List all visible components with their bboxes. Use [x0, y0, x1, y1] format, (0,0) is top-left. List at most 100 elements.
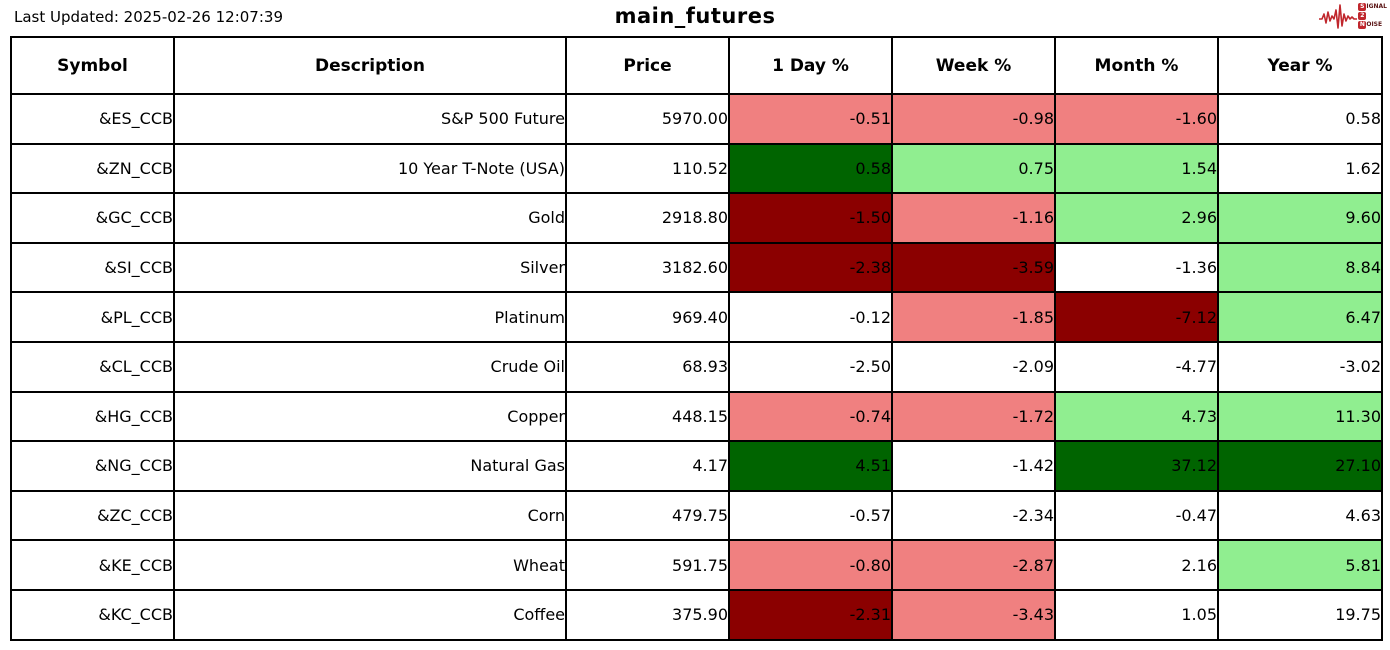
pct-cell: -2.34: [891, 489, 1056, 542]
table-header: Symbol Description Price 1 Day % Week % …: [10, 36, 1383, 95]
pct-cell: -2.87: [891, 539, 1056, 591]
symbol-cell: &KE_CCB: [10, 539, 175, 591]
logo-n-badge: N: [1358, 21, 1367, 29]
pct-cell: -0.80: [728, 539, 893, 591]
signal2noise-logo: S IGNAL 2 N OISE: [1319, 2, 1387, 30]
header-1day-pct: 1 Day %: [728, 36, 893, 95]
logo-line-signal: S IGNAL: [1358, 3, 1387, 11]
symbol-cell: &ZC_CCB: [10, 489, 175, 542]
header-year-pct: Year %: [1217, 36, 1383, 95]
table-row: &KC_CCB Coffee 375.90 -2.31 -3.43 1.05 1…: [10, 588, 1383, 641]
pct-cell: 0.58: [728, 142, 893, 195]
logo-line-noise: N OISE: [1358, 21, 1383, 29]
pct-cell: 37.12: [1054, 440, 1219, 492]
pct-cell: -3.59: [891, 241, 1056, 294]
pct-cell: 2.16: [1054, 539, 1219, 591]
logo-s-badge: S: [1358, 3, 1367, 11]
pct-cell: 1.54: [1054, 142, 1219, 195]
price-cell: 969.40: [565, 291, 730, 343]
pct-cell: 5.81: [1217, 539, 1383, 591]
pct-cell: -1.50: [728, 192, 893, 244]
pct-cell: 2.96: [1054, 192, 1219, 244]
pct-cell: 1.05: [1054, 588, 1219, 641]
table-row: &PL_CCB Platinum 969.40 -0.12 -1.85 -7.1…: [10, 291, 1383, 343]
symbol-cell: &CL_CCB: [10, 340, 175, 393]
price-cell: 68.93: [565, 340, 730, 393]
last-updated-text: Last Updated: 2025-02-26 12:07:39: [14, 8, 283, 26]
pct-cell: -1.16: [891, 192, 1056, 244]
price-cell: 479.75: [565, 489, 730, 542]
logo-text: S IGNAL 2 N OISE: [1358, 3, 1387, 30]
pct-cell: 0.75: [891, 142, 1056, 195]
table-row: &ES_CCB S&P 500 Future 5970.00 -0.51 -0.…: [10, 93, 1383, 145]
description-cell: Gold: [173, 192, 567, 244]
price-cell: 4.17: [565, 440, 730, 492]
symbol-cell: &PL_CCB: [10, 291, 175, 343]
symbol-cell: &KC_CCB: [10, 588, 175, 641]
price-cell: 591.75: [565, 539, 730, 591]
pct-cell: 4.63: [1217, 489, 1383, 542]
pct-cell: -1.85: [891, 291, 1056, 343]
pct-cell: 4.51: [728, 440, 893, 492]
page-title: main_futures: [614, 4, 776, 28]
pct-cell: 4.73: [1054, 390, 1219, 443]
pct-cell: 1.62: [1217, 142, 1383, 195]
description-cell: Wheat: [173, 539, 567, 591]
pct-cell: -3.43: [891, 588, 1056, 641]
header-week-pct: Week %: [891, 36, 1056, 95]
pct-cell: -2.09: [891, 340, 1056, 393]
price-cell: 2918.80: [565, 192, 730, 244]
pct-cell: -1.60: [1054, 93, 1219, 145]
pct-cell: -2.50: [728, 340, 893, 393]
symbol-cell: &NG_CCB: [10, 440, 175, 492]
heartbeat-waveform-icon: [1319, 2, 1358, 30]
pct-cell: -0.98: [891, 93, 1056, 145]
pct-cell: -0.57: [728, 489, 893, 542]
description-cell: Corn: [173, 489, 567, 542]
header-month-pct: Month %: [1054, 36, 1219, 95]
pct-cell: -3.02: [1217, 340, 1383, 393]
pct-cell: 11.30: [1217, 390, 1383, 443]
description-cell: Platinum: [173, 291, 567, 343]
pct-cell: -0.74: [728, 390, 893, 443]
pct-cell: -1.36: [1054, 241, 1219, 294]
table-row: &SI_CCB Silver 3182.60 -2.38 -3.59 -1.36…: [10, 241, 1383, 294]
pct-cell: 8.84: [1217, 241, 1383, 294]
header-price: Price: [565, 36, 730, 95]
price-cell: 5970.00: [565, 93, 730, 145]
description-cell: Silver: [173, 241, 567, 294]
header-description: Description: [173, 36, 567, 95]
header-symbol: Symbol: [10, 36, 175, 95]
description-cell: Copper: [173, 390, 567, 443]
pct-cell: 9.60: [1217, 192, 1383, 244]
description-cell: Natural Gas: [173, 440, 567, 492]
pct-cell: 27.10: [1217, 440, 1383, 492]
pct-cell: -1.72: [891, 390, 1056, 443]
pct-cell: -0.47: [1054, 489, 1219, 542]
description-cell: Coffee: [173, 588, 567, 641]
pct-cell: -2.38: [728, 241, 893, 294]
table-row: &CL_CCB Crude Oil 68.93 -2.50 -2.09 -4.7…: [10, 340, 1383, 393]
table-row: &KE_CCB Wheat 591.75 -0.80 -2.87 2.16 5.…: [10, 539, 1383, 591]
description-cell: Crude Oil: [173, 340, 567, 393]
description-cell: 10 Year T-Note (USA): [173, 142, 567, 195]
logo-line-two: 2: [1358, 12, 1387, 21]
table-body: &ES_CCB S&P 500 Future 5970.00 -0.51 -0.…: [10, 93, 1383, 641]
table-row: &NG_CCB Natural Gas 4.17 4.51 -1.42 37.1…: [10, 440, 1383, 492]
symbol-cell: &SI_CCB: [10, 241, 175, 294]
table-row: &HG_CCB Copper 448.15 -0.74 -1.72 4.73 1…: [10, 390, 1383, 443]
description-cell: S&P 500 Future: [173, 93, 567, 145]
pct-cell: 0.58: [1217, 93, 1383, 145]
table-row: &ZN_CCB 10 Year T-Note (USA) 110.52 0.58…: [10, 142, 1383, 195]
price-cell: 448.15: [565, 390, 730, 443]
futures-table: Symbol Description Price 1 Day % Week % …: [10, 36, 1383, 641]
pct-cell: 19.75: [1217, 588, 1383, 641]
pct-cell: -1.42: [891, 440, 1056, 492]
pct-cell: -7.12: [1054, 291, 1219, 343]
price-cell: 375.90: [565, 588, 730, 641]
symbol-cell: &HG_CCB: [10, 390, 175, 443]
price-cell: 110.52: [565, 142, 730, 195]
table-row: &GC_CCB Gold 2918.80 -1.50 -1.16 2.96 9.…: [10, 192, 1383, 244]
price-cell: 3182.60: [565, 241, 730, 294]
